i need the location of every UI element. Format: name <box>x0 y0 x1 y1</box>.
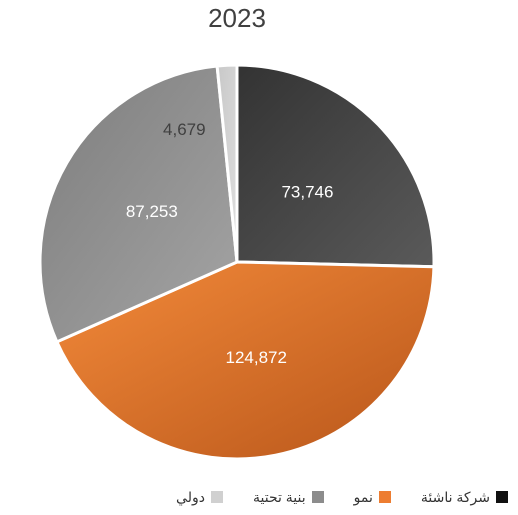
pie-slice <box>215 63 239 263</box>
legend: شركة ناشئة نمو بنية تحتية دولي <box>0 484 518 510</box>
legend-label: شركة ناشئة <box>420 488 490 505</box>
data-label: 73,746 <box>281 183 333 202</box>
legend-label: نمو <box>353 488 373 505</box>
data-label: 124,872 <box>226 348 287 367</box>
legend-item: شركة ناشئة <box>421 489 508 506</box>
legend-swatch <box>210 491 223 503</box>
legend-swatch <box>378 491 391 503</box>
pie-slice <box>54 260 436 461</box>
data-label: 87,253 <box>126 202 178 221</box>
legend-swatch <box>496 491 508 503</box>
legend-item: دولي <box>176 489 223 506</box>
pie-slice <box>38 64 239 344</box>
legend-label: بنية تحتية <box>252 488 306 505</box>
chart: 2023 73,746 124,872 87,253 4,679 <box>38 3 436 461</box>
legend-item: بنية تحتية <box>253 489 324 506</box>
legend-label: دولي <box>176 488 205 505</box>
pie-slice <box>235 63 436 269</box>
chart-title: 2023 <box>208 3 266 33</box>
legend-item: نمو <box>354 489 391 506</box>
data-label: 4,679 <box>163 120 206 139</box>
legend-swatch <box>311 491 324 503</box>
